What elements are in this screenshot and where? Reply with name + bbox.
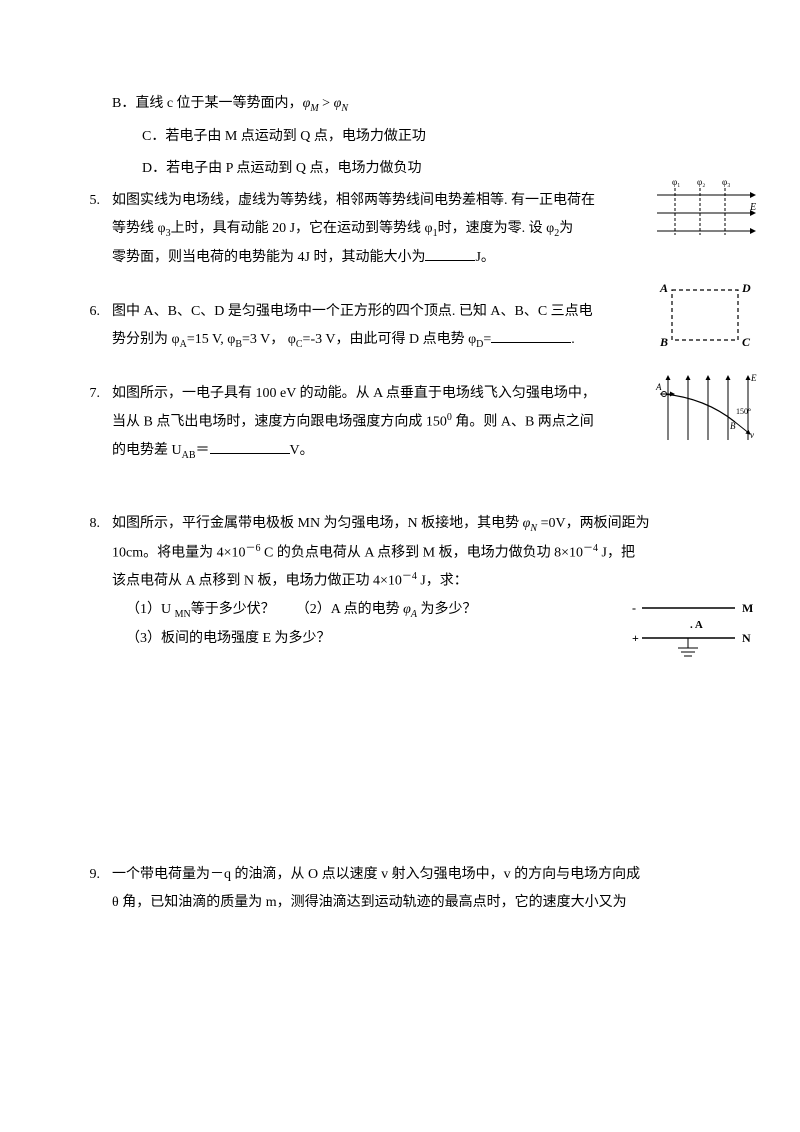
question-7: 7. 如图所示，一电子具有 100 eV 的动能。从 A 点垂直于电场线飞入匀强… <box>60 380 740 465</box>
q8-supn6: －6 <box>246 543 261 554</box>
lblDotA: . A <box>690 619 703 631</box>
lblA: A <box>659 281 668 295</box>
q5-unit: J。 <box>475 250 494 265</box>
q8-l2a: 10cm。将电量为 4×10 <box>112 545 246 560</box>
phi1-label: φ₁ <box>672 177 680 187</box>
q9-line2: θ 角，已知油滴的质量为 m，测得油滴达到运动轨迹的最高点时，它的速度大小又为 <box>112 895 627 910</box>
q7-unit: V。 <box>290 443 314 458</box>
q6-subC: C <box>296 338 303 349</box>
q8-p1a: （1）U <box>126 602 175 617</box>
q5-line3: 零势面，则当电荷的电势能为 4J 时，其动能大小为 <box>112 250 425 265</box>
q5-blank[interactable] <box>425 246 475 261</box>
q5-body: 如图实线为电场线，虚线为等势线，相邻两等势线间电势差相等. 有一正电荷在 等势线… <box>112 187 740 272</box>
lblE7: E <box>750 373 757 383</box>
plus: + <box>632 631 639 645</box>
q5-line2b: 上时，具有动能 20 J，它在运动到等势线 φ <box>171 221 433 236</box>
q7-subAB: AB <box>182 450 196 461</box>
option-d: D．若电子由 P 点运动到 Q 点，电场力做负功 <box>60 155 740 183</box>
q7-blank[interactable] <box>210 439 290 454</box>
lblA7: A <box>655 382 662 392</box>
q6-l2b: =15 V, φ <box>187 332 236 347</box>
q6-figure: A D B C <box>652 278 760 353</box>
q9-line1: 一个带电荷量为－q 的油滴，从 O 点以速度 v 射入匀强电场中，v 的方向与电… <box>112 867 640 882</box>
lblB7: B <box>730 421 736 431</box>
option-b: B．直线 c 位于某一等势面内，φM > φN <box>60 90 740 119</box>
q6-number: 6. <box>60 298 112 355</box>
q8-supn4b: －4 <box>402 571 417 582</box>
q7-line1: 如图所示，一电子具有 100 eV 的动能。从 A 点垂直于电场线飞入匀强电场中… <box>112 386 596 401</box>
q5-line1: 如图实线为电场线，虚线为等势线，相邻两等势线间电势差相等. 有一正电荷在 <box>112 193 595 208</box>
lblC: C <box>742 335 751 349</box>
q8-l3b: J，求： <box>417 574 468 589</box>
q9-body: 一个带电荷量为－q 的油滴，从 O 点以速度 v 射入匀强电场中，v 的方向与电… <box>112 861 740 917</box>
q6-body: 图中 A、B、C、D 是匀强电场中一个正方形的四个顶点. 已知 A、B、C 三点… <box>112 298 740 355</box>
q6-eq: = <box>483 332 491 347</box>
lblB: B <box>659 335 668 349</box>
q8-supn4a: －4 <box>583 543 598 554</box>
q8-figure: - M . A + N <box>630 600 760 660</box>
lblD: D <box>741 281 751 295</box>
q7-figure: A B E v 150° <box>650 370 760 448</box>
q5-number: 5. <box>60 187 112 272</box>
q7-line3a: 的电势差 U <box>112 443 182 458</box>
q5-line2c: 时，速度为零. 设 φ <box>438 221 555 236</box>
lblV7: v <box>750 430 754 440</box>
phi3-label: φ₃ <box>722 177 730 187</box>
q7-body: 如图所示，一电子具有 100 eV 的动能。从 A 点垂直于电场线飞入匀强电场中… <box>112 380 740 465</box>
q8-l2b: C 的负点电荷从 A 点移到 M 板，电场力做负功 8×10 <box>261 545 584 560</box>
option-d-text: D．若电子由 P 点运动到 Q 点，电场力做负功 <box>142 161 422 176</box>
q7-line2a: 当从 B 点飞出电场时，速度方向跟电场强度方向成 150 <box>112 415 447 430</box>
q9-number: 9. <box>60 861 112 917</box>
q6-dot: . <box>571 332 575 347</box>
question-8: 8. 如图所示，平行金属带电极板 MN 为匀强电场，N 板接地，其电势 φN =… <box>60 510 740 653</box>
q6-subA: A <box>180 338 187 349</box>
q7-eq: ＝ <box>196 443 210 458</box>
q8-l2c: J，把 <box>598 545 635 560</box>
exam-page: B．直线 c 位于某一等势面内，φM > φN C．若电子由 M 点运动到 Q … <box>0 0 800 985</box>
lblM: M <box>742 601 753 615</box>
q7-number: 7. <box>60 380 112 465</box>
q8-l3a: 该点电荷从 A 点移到 N 板，电场力做正功 4×10 <box>112 574 402 589</box>
q6-l2c: =3 V， φ <box>242 332 296 347</box>
question-6: 6. 图中 A、B、C、D 是匀强电场中一个正方形的四个顶点. 已知 A、B、C… <box>60 298 740 355</box>
question-5: 5. 如图实线为电场线，虚线为等势线，相邻两等势线间电势差相等. 有一正电荷在 … <box>60 187 740 272</box>
q7-line2b: 角。则 A、B 两点之间 <box>452 415 594 430</box>
q5-figure: φ₁ φ₂ φ₃ E <box>655 173 760 243</box>
q8-number: 8. <box>60 510 112 653</box>
question-9: 9. 一个带电荷量为－q 的油滴，从 O 点以速度 v 射入匀强电场中，v 的方… <box>60 861 740 917</box>
lblN: N <box>742 631 751 645</box>
phi2-label: φ₂ <box>697 177 705 187</box>
q5-line2d: 为 <box>559 221 573 236</box>
q5-line2a: 等势线 φ <box>112 221 166 236</box>
q8-p3: （3）板间的电场强度 E 为多少？ <box>126 631 331 646</box>
q6-l2a: 势分别为 φ <box>112 332 180 347</box>
minus: - <box>632 601 636 615</box>
q6-blank[interactable] <box>491 328 571 343</box>
q8-p1sub: MN <box>175 609 191 620</box>
option-c-text: C．若电子由 M 点运动到 Q 点，电场力做正功 <box>142 129 426 144</box>
option-c: C．若电子由 M 点运动到 Q 点，电场力做正功 <box>60 123 740 151</box>
q8-p1b: 等于多少伏？ （2）A 点的电势 φA 为多少？ <box>191 602 477 617</box>
q6-line1: 图中 A、B、C、D 是匀强电场中一个正方形的四个顶点. 已知 A、B、C 三点… <box>112 304 593 319</box>
q8-line1: 如图所示，平行金属带电极板 MN 为匀强电场，N 板接地，其电势 φN =0V，… <box>112 516 650 531</box>
lbl150: 150° <box>736 407 751 416</box>
q6-l2d: =-3 V，由此可得 D 点电势 φ <box>303 332 477 347</box>
e-label: E <box>749 202 756 213</box>
option-b-text: B．直线 c 位于某一等势面内，φM > φN <box>112 96 348 111</box>
